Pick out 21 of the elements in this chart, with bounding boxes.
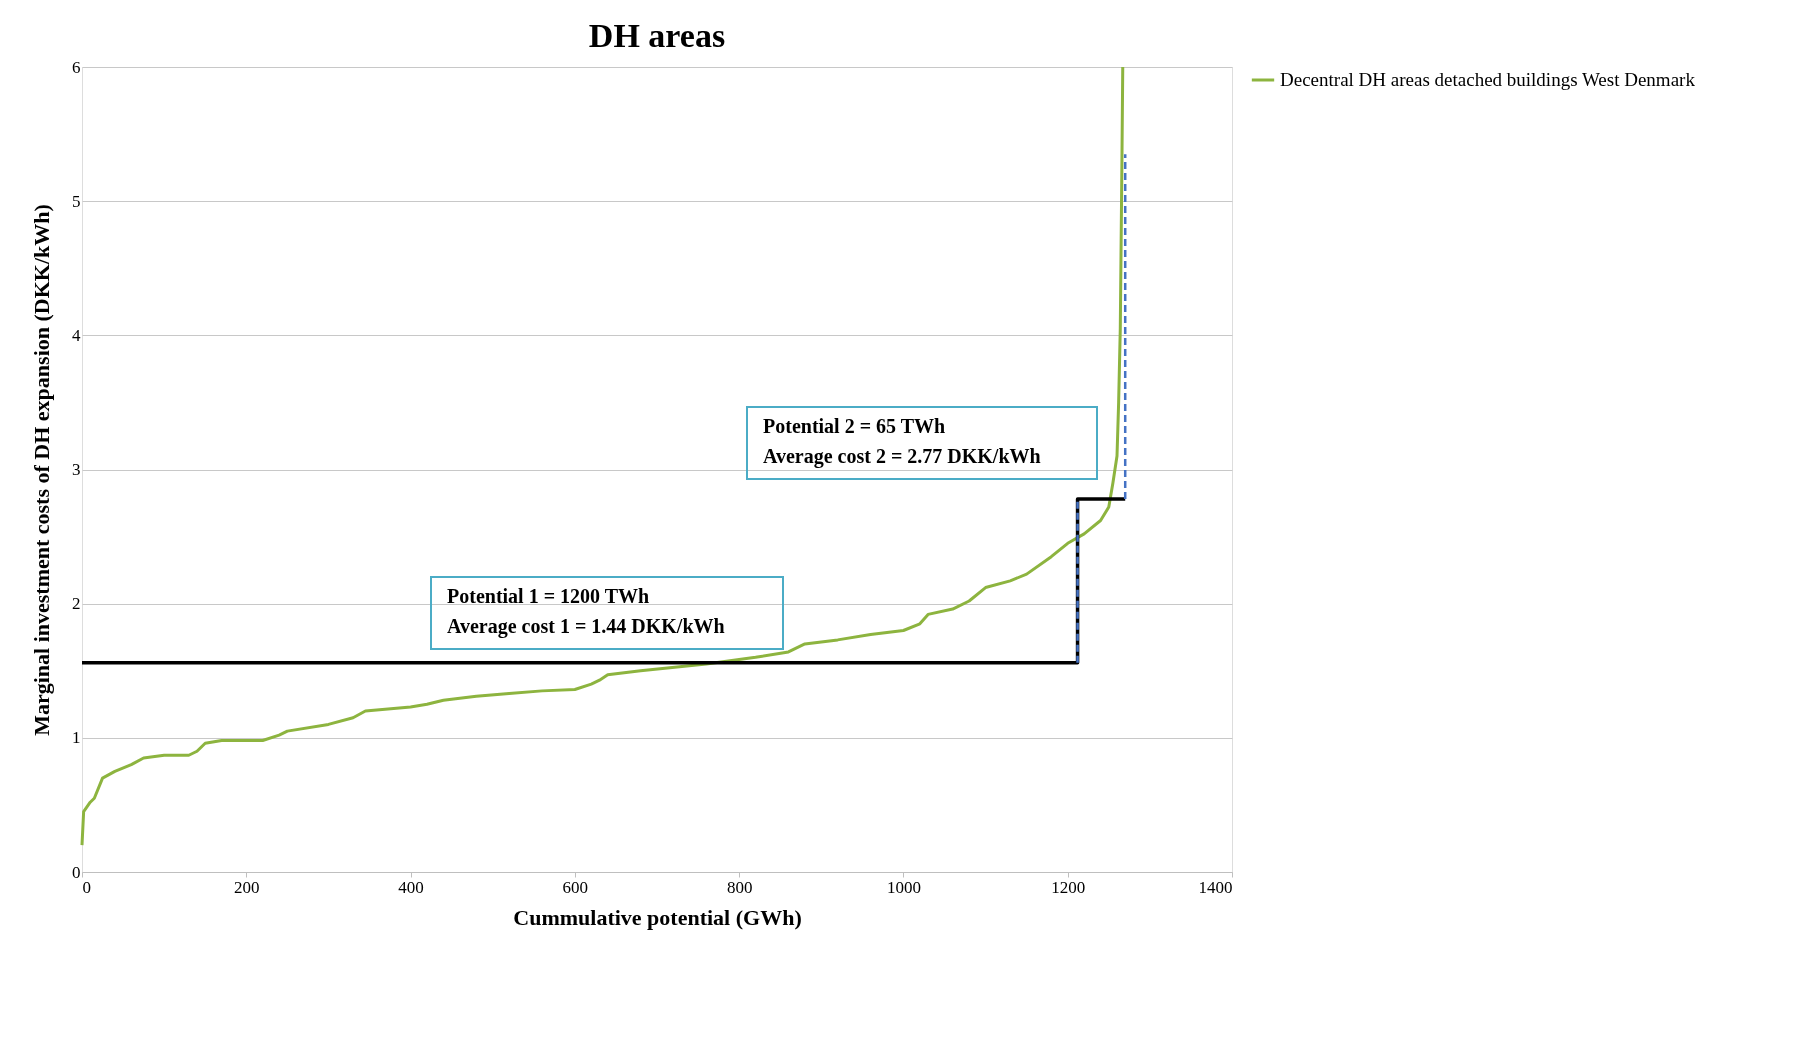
y-axis-title: Marginal investment costs of DH expansion (DKK/kWh) [29,204,54,736]
x-tick-label: 200 [234,877,260,897]
line-series [80,65,1125,847]
x-tick-label: 600 [562,877,589,897]
x-tick-label: 1400 [1198,877,1233,897]
y-tick-label: 3 [72,460,81,479]
y-tick-label: 5 [72,191,81,211]
legend-label: Decentral DH areas detached buildings West Denmark [1280,69,1696,90]
x-tick-label: 1000 [886,877,921,897]
x-tick-label: 400 [398,877,424,897]
x-tick-label: 1200 [1051,877,1086,897]
annotation: Potential 2 = 65 TWh Average cost 2 = 2.77 DKK/kWh [763,415,1041,468]
y-tick-label: 4 [72,325,81,345]
chart-title: DH areas [588,17,726,54]
x-tick-label: 800 [726,877,753,897]
y-tick-label: 6 [72,57,81,77]
x-axis-title: Cummulative potential (GWh) [513,904,802,930]
y-tick-label: 2 [72,594,81,614]
y-tick-label: 0 [72,862,81,882]
annotation: Potential 1 = 1200 TWh Average cost 1 = 1.44 DKK/kWh [447,585,725,638]
y-tick-label: 1 [72,728,81,748]
